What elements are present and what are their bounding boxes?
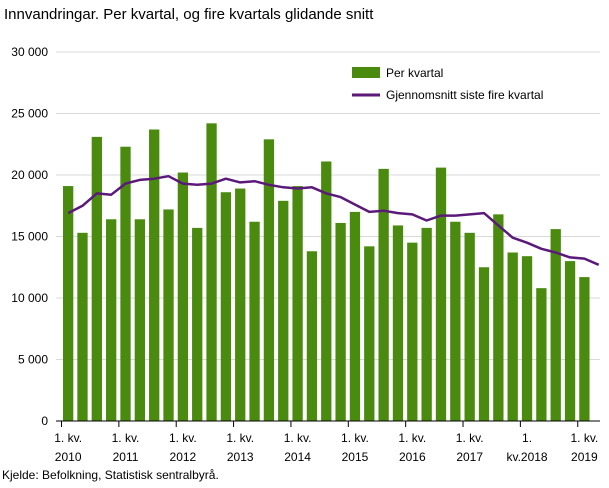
legend-bar-label: Per kvartal bbox=[386, 66, 443, 80]
legend: Per kvartal Gjennomsnitt siste fire kvar… bbox=[339, 54, 593, 106]
bar bbox=[120, 146, 131, 421]
bar bbox=[378, 168, 389, 421]
x-tick-label-bottom: 2013 bbox=[227, 450, 254, 464]
bar-series bbox=[63, 123, 590, 422]
x-tick-label-top: 1. bbox=[522, 431, 532, 445]
bar bbox=[235, 188, 246, 421]
bar bbox=[564, 261, 576, 421]
x-tick-label-bottom: 2019 bbox=[571, 450, 598, 464]
y-tick-label: 25 000 bbox=[11, 107, 48, 121]
moving-average-line bbox=[67, 174, 600, 266]
x-tick-label-bottom: 2017 bbox=[456, 450, 483, 464]
x-tick-label-top: 1. kv. bbox=[169, 431, 197, 445]
x-tick-label-bottom: 2012 bbox=[170, 450, 197, 464]
bar bbox=[364, 246, 375, 421]
bar bbox=[550, 229, 561, 421]
y-tick-label: 10 000 bbox=[11, 291, 48, 305]
bar bbox=[263, 139, 275, 421]
bar bbox=[493, 214, 504, 421]
chart-title: Innvandringar. Per kvartal, og fire kvar… bbox=[4, 6, 374, 23]
source-note: Kjelde: Befolkning, Statistisk sentralby… bbox=[2, 468, 219, 482]
bar bbox=[91, 136, 102, 421]
legend-bar-swatch bbox=[352, 67, 380, 78]
bar bbox=[521, 256, 533, 421]
bar bbox=[192, 227, 203, 421]
bar bbox=[306, 251, 318, 421]
bar bbox=[106, 219, 117, 421]
line-series bbox=[67, 174, 600, 266]
x-tick-label-bottom: 2015 bbox=[342, 450, 369, 464]
bar bbox=[63, 186, 74, 421]
bar bbox=[464, 232, 475, 421]
bar bbox=[407, 242, 418, 421]
x-tick-label-top: 1. kv. bbox=[456, 431, 484, 445]
x-tick-label-top: 1. kv. bbox=[112, 431, 140, 445]
bar bbox=[206, 123, 217, 421]
bar bbox=[220, 192, 232, 421]
bar bbox=[421, 227, 432, 421]
bar bbox=[335, 222, 346, 421]
bar bbox=[292, 186, 303, 421]
y-tick-label: 20 000 bbox=[11, 168, 48, 182]
y-tick-label: 0 bbox=[41, 414, 48, 428]
x-tick-label-bottom: kv.2018 bbox=[506, 450, 547, 464]
bar bbox=[149, 129, 160, 422]
x-tick-label-top: 1. kv. bbox=[226, 431, 254, 445]
bar bbox=[77, 232, 88, 421]
bar bbox=[349, 211, 361, 421]
x-tick-label-top: 1. kv. bbox=[54, 431, 82, 445]
bar bbox=[177, 172, 189, 421]
x-tick-labels: 1. kv. 2010 1. kv. 2011 1. kv. 2012 1. kv. 2013… bbox=[54, 431, 598, 464]
bar bbox=[163, 209, 174, 421]
legend-line-label: Gjennomsnitt siste fire kvartal bbox=[386, 88, 543, 102]
x-tick-label-top: 1. kv. bbox=[284, 431, 312, 445]
y-axis: 0 5 000 10 000 15 000 20 000 25 000 30 000 bbox=[11, 45, 48, 428]
bar bbox=[249, 221, 260, 421]
x-tick-label-top: 1. kv. bbox=[398, 431, 426, 445]
bar bbox=[536, 288, 547, 421]
x-tick-label-bottom: 2016 bbox=[399, 450, 426, 464]
bar bbox=[450, 221, 461, 421]
y-tick-label: 30 000 bbox=[11, 45, 48, 59]
x-tick-label-top: 1. kv. bbox=[570, 431, 598, 445]
legend-box bbox=[339, 54, 593, 106]
bar bbox=[321, 161, 332, 421]
y-tick-label: 15 000 bbox=[11, 230, 48, 244]
x-tick-label-bottom: 2014 bbox=[284, 450, 311, 464]
bar bbox=[435, 167, 447, 421]
bar bbox=[392, 225, 404, 421]
x-tick-label-top: 1. kv. bbox=[341, 431, 369, 445]
bar bbox=[134, 219, 145, 421]
bar bbox=[579, 277, 590, 421]
bar bbox=[507, 252, 518, 421]
y-tick-label: 5 000 bbox=[18, 353, 48, 367]
x-tick-label-bottom: 2010 bbox=[55, 450, 82, 464]
bar bbox=[478, 267, 490, 421]
x-tick-label-bottom: 2011 bbox=[113, 450, 139, 464]
x-axis bbox=[56, 420, 600, 427]
bar bbox=[278, 200, 289, 421]
